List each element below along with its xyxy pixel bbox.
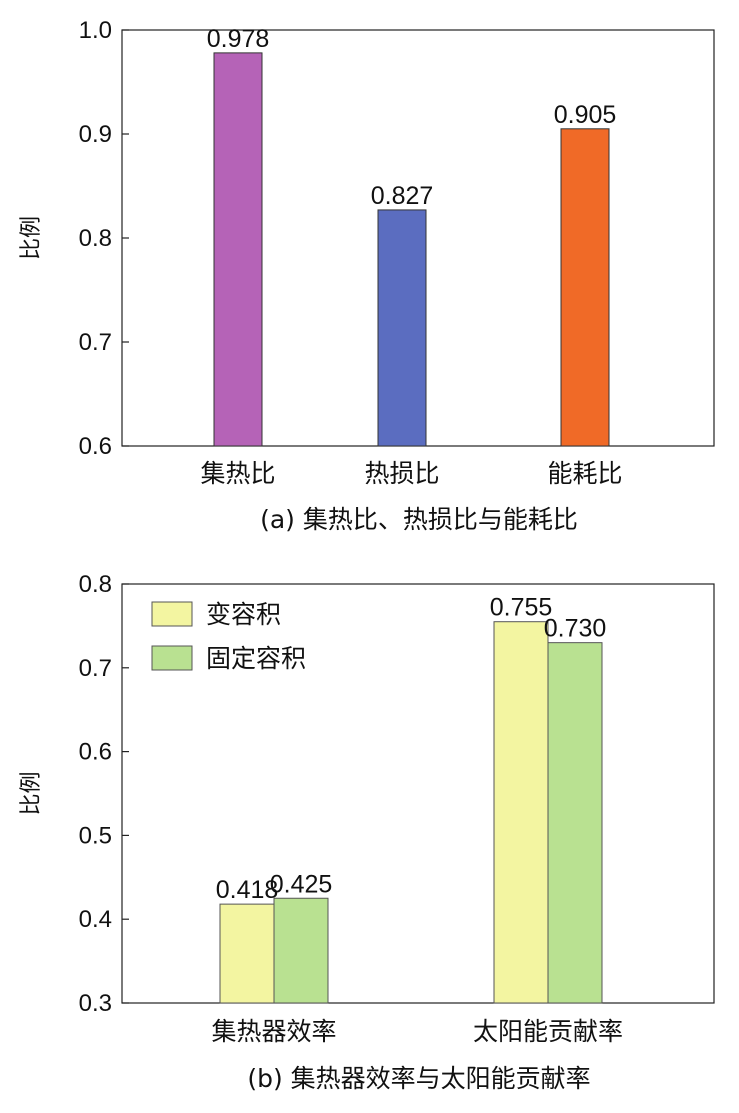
data-label: 0.418 (216, 876, 279, 904)
data-label: 0.755 (490, 594, 553, 622)
y-tick-label: 0.5 (79, 822, 112, 849)
bar (547, 642, 603, 1004)
category-label: 集热比 (200, 459, 275, 488)
y-tick-label: 0.9 (79, 121, 112, 148)
caption: (a) 集热比、热损比与能耗比 (260, 505, 578, 534)
bar (213, 52, 263, 447)
legend-label: 固定容积 (206, 644, 306, 673)
bar (493, 621, 549, 1004)
category-label: 太阳能贡献率 (473, 1017, 623, 1046)
y-tick-label: 0.4 (79, 906, 112, 933)
data-label: 0.905 (554, 101, 617, 129)
legend-swatch (151, 601, 193, 627)
legend-label: 变容积 (206, 600, 281, 629)
y-tick-label: 1.0 (79, 17, 112, 44)
data-label: 0.730 (544, 615, 607, 643)
bar (273, 897, 329, 1004)
y-axis-label: 比例 (19, 216, 44, 260)
plot-frame (121, 583, 715, 1004)
data-label: 0.827 (371, 182, 434, 210)
data-label: 0.425 (270, 870, 333, 898)
bar (377, 209, 427, 447)
y-tick-label: 0.3 (79, 990, 112, 1017)
y-tick-label: 0.6 (79, 739, 112, 766)
category-label: 集热器效率 (211, 1017, 336, 1046)
bar (219, 903, 275, 1004)
data-label: 0.978 (207, 25, 270, 53)
caption: (b) 集热器效率与太阳能贡献率 (247, 1064, 590, 1093)
category-label: 能耗比 (547, 459, 622, 488)
y-tick-label: 0.6 (79, 433, 112, 460)
y-tick-label: 0.8 (79, 571, 112, 598)
legend-swatch (151, 645, 193, 671)
bar (560, 128, 610, 447)
y-axis-label: 比例 (19, 771, 44, 815)
y-tick-label: 0.7 (79, 655, 112, 682)
y-tick-label: 0.7 (79, 329, 112, 356)
y-tick-label: 0.8 (79, 225, 112, 252)
category-label: 热损比 (364, 459, 439, 488)
